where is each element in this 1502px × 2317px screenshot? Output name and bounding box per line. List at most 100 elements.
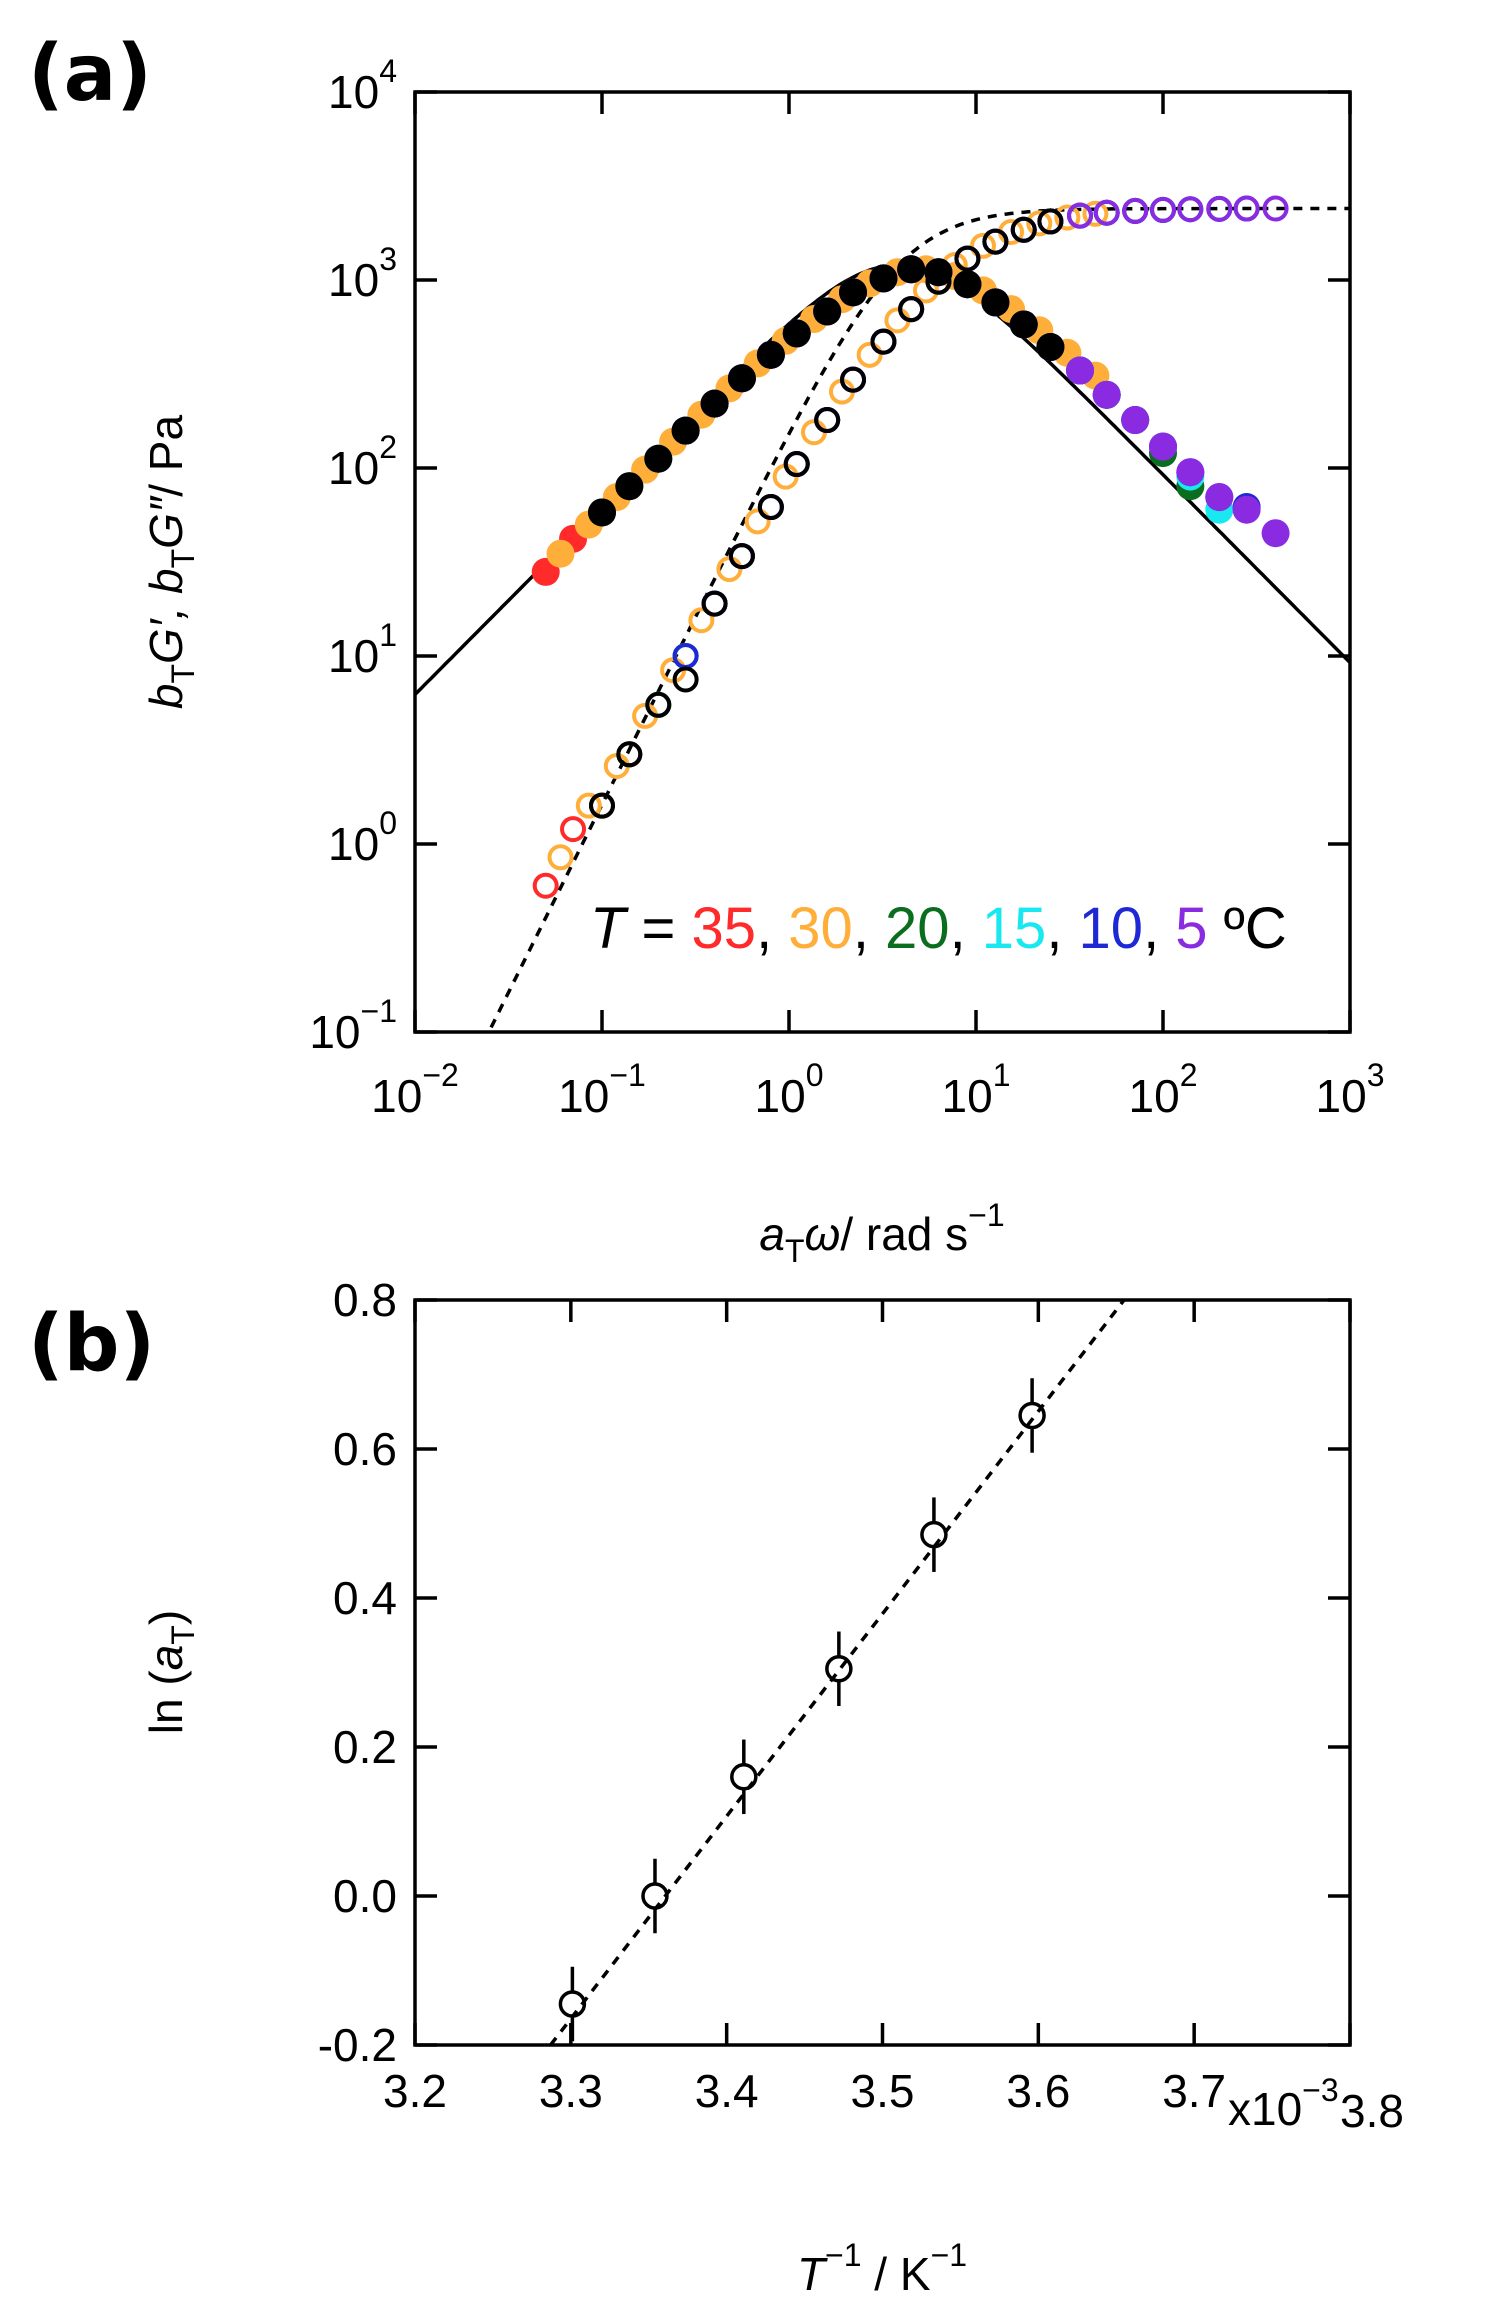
storage-modulus-point-5 xyxy=(1122,197,1149,224)
loss-modulus-point-5 xyxy=(1066,356,1095,385)
y-tick-label: 104 xyxy=(328,53,397,118)
x-tick-label: 3.4 xyxy=(695,2065,759,2117)
x-tick-label: 103 xyxy=(1316,1057,1385,1122)
y-tick-label: 10−1 xyxy=(309,993,397,1058)
linear-fit-line xyxy=(549,1300,1126,2045)
data-markers xyxy=(531,195,1290,899)
axis-ticks-b: 3.2 3.3 3.4 3.5 3.6 3.7 3.8 -0.2 0.0 0.2 0.4 0.6 0.8 xyxy=(318,1274,1404,2137)
storage-modulus-point-30 xyxy=(547,844,574,871)
storage-modulus-point-30 xyxy=(744,508,771,535)
storage-modulus-point-35 xyxy=(560,816,587,843)
y-tick-label: 102 xyxy=(328,429,397,494)
x-tick-label: 101 xyxy=(942,1057,1011,1122)
plot-frame-a xyxy=(413,90,1352,1034)
loss-modulus-point-ref xyxy=(700,389,729,418)
storage-modulus-point-30 xyxy=(688,607,715,634)
model-fit-lines xyxy=(415,206,1350,1032)
loss-modulus-point-ref xyxy=(756,340,785,369)
legend-entry-35: 35 xyxy=(692,896,757,961)
storage-modulus-point-30 xyxy=(716,556,743,583)
loss-modulus-point-ref xyxy=(953,270,982,299)
panel-a: (a) 10−2 10−1 100 101 102 10310−1100101102103… xyxy=(28,29,1384,1269)
legend-unit: ºC xyxy=(1208,896,1287,961)
x-tick-label: 10−2 xyxy=(371,1057,459,1122)
storage-modulus-point-ref xyxy=(954,245,981,272)
storage-modulus-point-ref xyxy=(728,543,755,570)
legend-entry-10: 10 xyxy=(1079,896,1144,961)
loss-modulus-point-ref xyxy=(897,255,926,284)
storage-modulus-point-ref xyxy=(814,407,841,434)
loss-modulus-point-ref xyxy=(981,288,1010,317)
shift-factor-points xyxy=(558,1378,1046,2042)
storage-modulus-point-35 xyxy=(532,872,559,899)
storage-modulus-point-ref xyxy=(757,494,784,521)
data-marker xyxy=(730,1763,758,1791)
storage-modulus-point-ref xyxy=(898,296,925,323)
x-tick-label: 3.5 xyxy=(851,2065,915,2117)
storage-modulus-point-ref xyxy=(645,691,672,718)
storage-modulus-point-ref xyxy=(616,741,643,768)
x-tick-label: 3.2 xyxy=(383,2065,447,2117)
storage-modulus-point-5 xyxy=(1206,195,1233,222)
x-tick-label: 3.6 xyxy=(1006,2065,1070,2117)
loss-modulus-point-5 xyxy=(1092,380,1121,409)
storage-modulus-point-5 xyxy=(1177,196,1204,223)
x-tick-label: 3.7 xyxy=(1162,2065,1226,2117)
loss-modulus-point-ref xyxy=(615,472,644,501)
shift-factor-point xyxy=(730,1739,758,1815)
storage-modulus-point-ref xyxy=(783,451,810,478)
storage-modulus-point-ref xyxy=(589,792,615,819)
x-axis-multiplier: x10−3 xyxy=(1228,2072,1339,2135)
x-tick-label: 3.3 xyxy=(539,2065,603,2117)
storage-modulus-point-ref xyxy=(1010,216,1037,243)
y-tick-label: 0.4 xyxy=(333,1572,397,1624)
loss-modulus-point-ref xyxy=(1009,310,1038,339)
loss-modulus-point-ref xyxy=(671,416,700,445)
storage-modulus-point-ref xyxy=(840,366,867,393)
storage-modulus-point-5 xyxy=(1067,202,1094,229)
storage-modulus-fit xyxy=(486,206,1350,1032)
loss-modulus-point-5 xyxy=(1149,432,1177,461)
storage-modulus-point-30 xyxy=(575,792,602,819)
data-marker xyxy=(641,1882,669,1910)
loss-modulus-point-ref xyxy=(588,498,616,527)
panel-b-label: (b) xyxy=(28,1299,155,1389)
y-tick-label: 100 xyxy=(328,805,397,870)
storage-modulus-point-30 xyxy=(856,341,883,368)
loss-modulus-point-ref xyxy=(813,297,842,326)
y-axis-label-b: ln (aT) xyxy=(140,1610,201,1734)
legend-symbol: T xyxy=(590,896,629,961)
loss-modulus-point-ref xyxy=(924,258,953,287)
storage-modulus-point-5 xyxy=(1262,195,1289,222)
plot-frame-b xyxy=(413,1298,1352,2047)
loss-modulus-point-30 xyxy=(546,539,575,568)
y-tick-label: 0.6 xyxy=(333,1423,397,1475)
storage-modulus-point-30 xyxy=(969,232,996,259)
loss-modulus-point-ref xyxy=(644,444,673,473)
x-tick-label: 102 xyxy=(1129,1057,1198,1122)
y-tick-label: -0.2 xyxy=(318,2019,397,2071)
loss-modulus-point-ref xyxy=(869,264,898,293)
shift-factor-point xyxy=(920,1497,948,1572)
shift-factor-point xyxy=(825,1631,853,1707)
storage-modulus-point-30 xyxy=(1054,204,1081,231)
loss-modulus-point-ref xyxy=(727,364,756,393)
x-axis-label-a: aTω/ rad s−1 xyxy=(759,1197,1004,1269)
x-tick-label: 100 xyxy=(755,1057,824,1122)
loss-modulus-point-ref xyxy=(782,319,811,348)
legend-entry-20: 20 xyxy=(885,896,950,961)
data-marker xyxy=(1018,1401,1046,1430)
panel-a-label: (a) xyxy=(28,29,152,119)
legend-entry-30: 30 xyxy=(788,896,853,961)
temperature-legend: T = 35, 30, 20, 15, 10, 5 ºC xyxy=(590,896,1287,961)
storage-modulus-point-ref xyxy=(982,228,1009,255)
shift-factor-point xyxy=(641,1858,669,1934)
arrhenius-fit-line xyxy=(549,1300,1126,2045)
y-tick-label: 0.0 xyxy=(333,1870,397,1922)
x-tick-label: 3.8 xyxy=(1340,2085,1404,2137)
legend-entry-5: 5 xyxy=(1175,896,1207,961)
x-axis-label-b: T−1 / K−1 xyxy=(797,2237,967,2300)
panel-b: (b) 3.2 3.3 3.4 3.5 3.6 3.7 3.8 -0.2 0.0 0.2 0.4 0.… xyxy=(28,1274,1404,2300)
